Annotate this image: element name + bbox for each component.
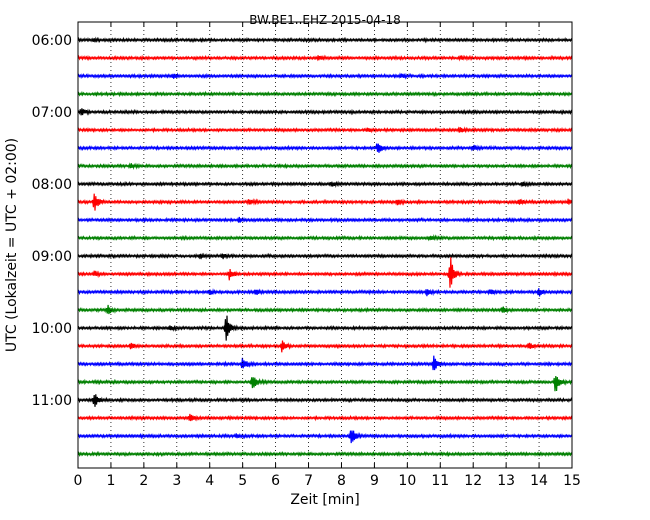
traces-layer	[77, 36, 573, 458]
y-axis-label: UTC (Lokalzeit = UTC + 02:00)	[4, 138, 20, 352]
trace-0800	[77, 180, 573, 188]
trace-1115	[77, 413, 573, 422]
trace-1130	[77, 430, 573, 444]
x-tick-label: 1	[106, 473, 115, 489]
trace-0945	[77, 304, 573, 315]
trace-0930	[77, 288, 573, 297]
y-tick-label: 07:00	[32, 105, 72, 121]
y-tick-label: 06:00	[32, 33, 72, 49]
y-tick-label: 11:00	[32, 393, 72, 409]
trace-1000	[77, 315, 573, 341]
trace-0645	[77, 90, 573, 98]
x-axis-label: Zeit [min]	[290, 492, 359, 508]
x-tick-label: 15	[563, 473, 581, 489]
x-tick-label: 11	[431, 473, 449, 489]
trace-0730	[77, 143, 573, 153]
x-tick-label: 13	[497, 473, 515, 489]
x-tick-label: 6	[271, 473, 280, 489]
trace-0700	[77, 108, 573, 116]
trace-1015	[77, 340, 573, 353]
x-tick-label: 10	[398, 473, 416, 489]
y-tick-label: 08:00	[32, 177, 72, 193]
y-axis: 06:00 07:00 08:00 09:00 10:00 11:00	[32, 33, 572, 409]
trace-1045	[77, 375, 573, 392]
x-tick-label: 3	[172, 473, 181, 489]
x-tick-label: 0	[74, 473, 83, 489]
trace-1100	[77, 394, 573, 407]
trace-0630	[77, 72, 573, 80]
x-tick-label: 8	[337, 473, 346, 489]
trace-1145	[77, 450, 573, 458]
x-axis: 0 1 2 3 4 5 6 7 8 9 10 11 12 13 14 15	[74, 22, 581, 489]
trace-0715	[77, 126, 573, 134]
y-tick-label: 10:00	[32, 321, 72, 337]
x-tick-label: 7	[304, 473, 313, 489]
trace-0915	[77, 257, 573, 288]
x-tick-label: 2	[139, 473, 148, 489]
y-tick-label: 09:00	[32, 249, 72, 265]
x-tick-label: 9	[370, 473, 379, 489]
trace-0830	[77, 216, 573, 224]
x-tick-label: 12	[464, 473, 482, 489]
trace-0845	[77, 234, 573, 242]
x-tick-label: 14	[530, 473, 548, 489]
x-tick-label: 4	[205, 473, 214, 489]
chart-title: BW.BE1..EHZ 2015-04-18	[249, 13, 401, 27]
trace-0745	[77, 162, 573, 170]
trace-0900	[77, 252, 573, 260]
trace-0815	[77, 193, 573, 211]
trace-0615	[77, 54, 573, 62]
trace-1030	[77, 355, 573, 371]
x-tick-label: 5	[238, 473, 247, 489]
plot-frame	[77, 21, 573, 469]
trace-0600	[77, 36, 573, 44]
